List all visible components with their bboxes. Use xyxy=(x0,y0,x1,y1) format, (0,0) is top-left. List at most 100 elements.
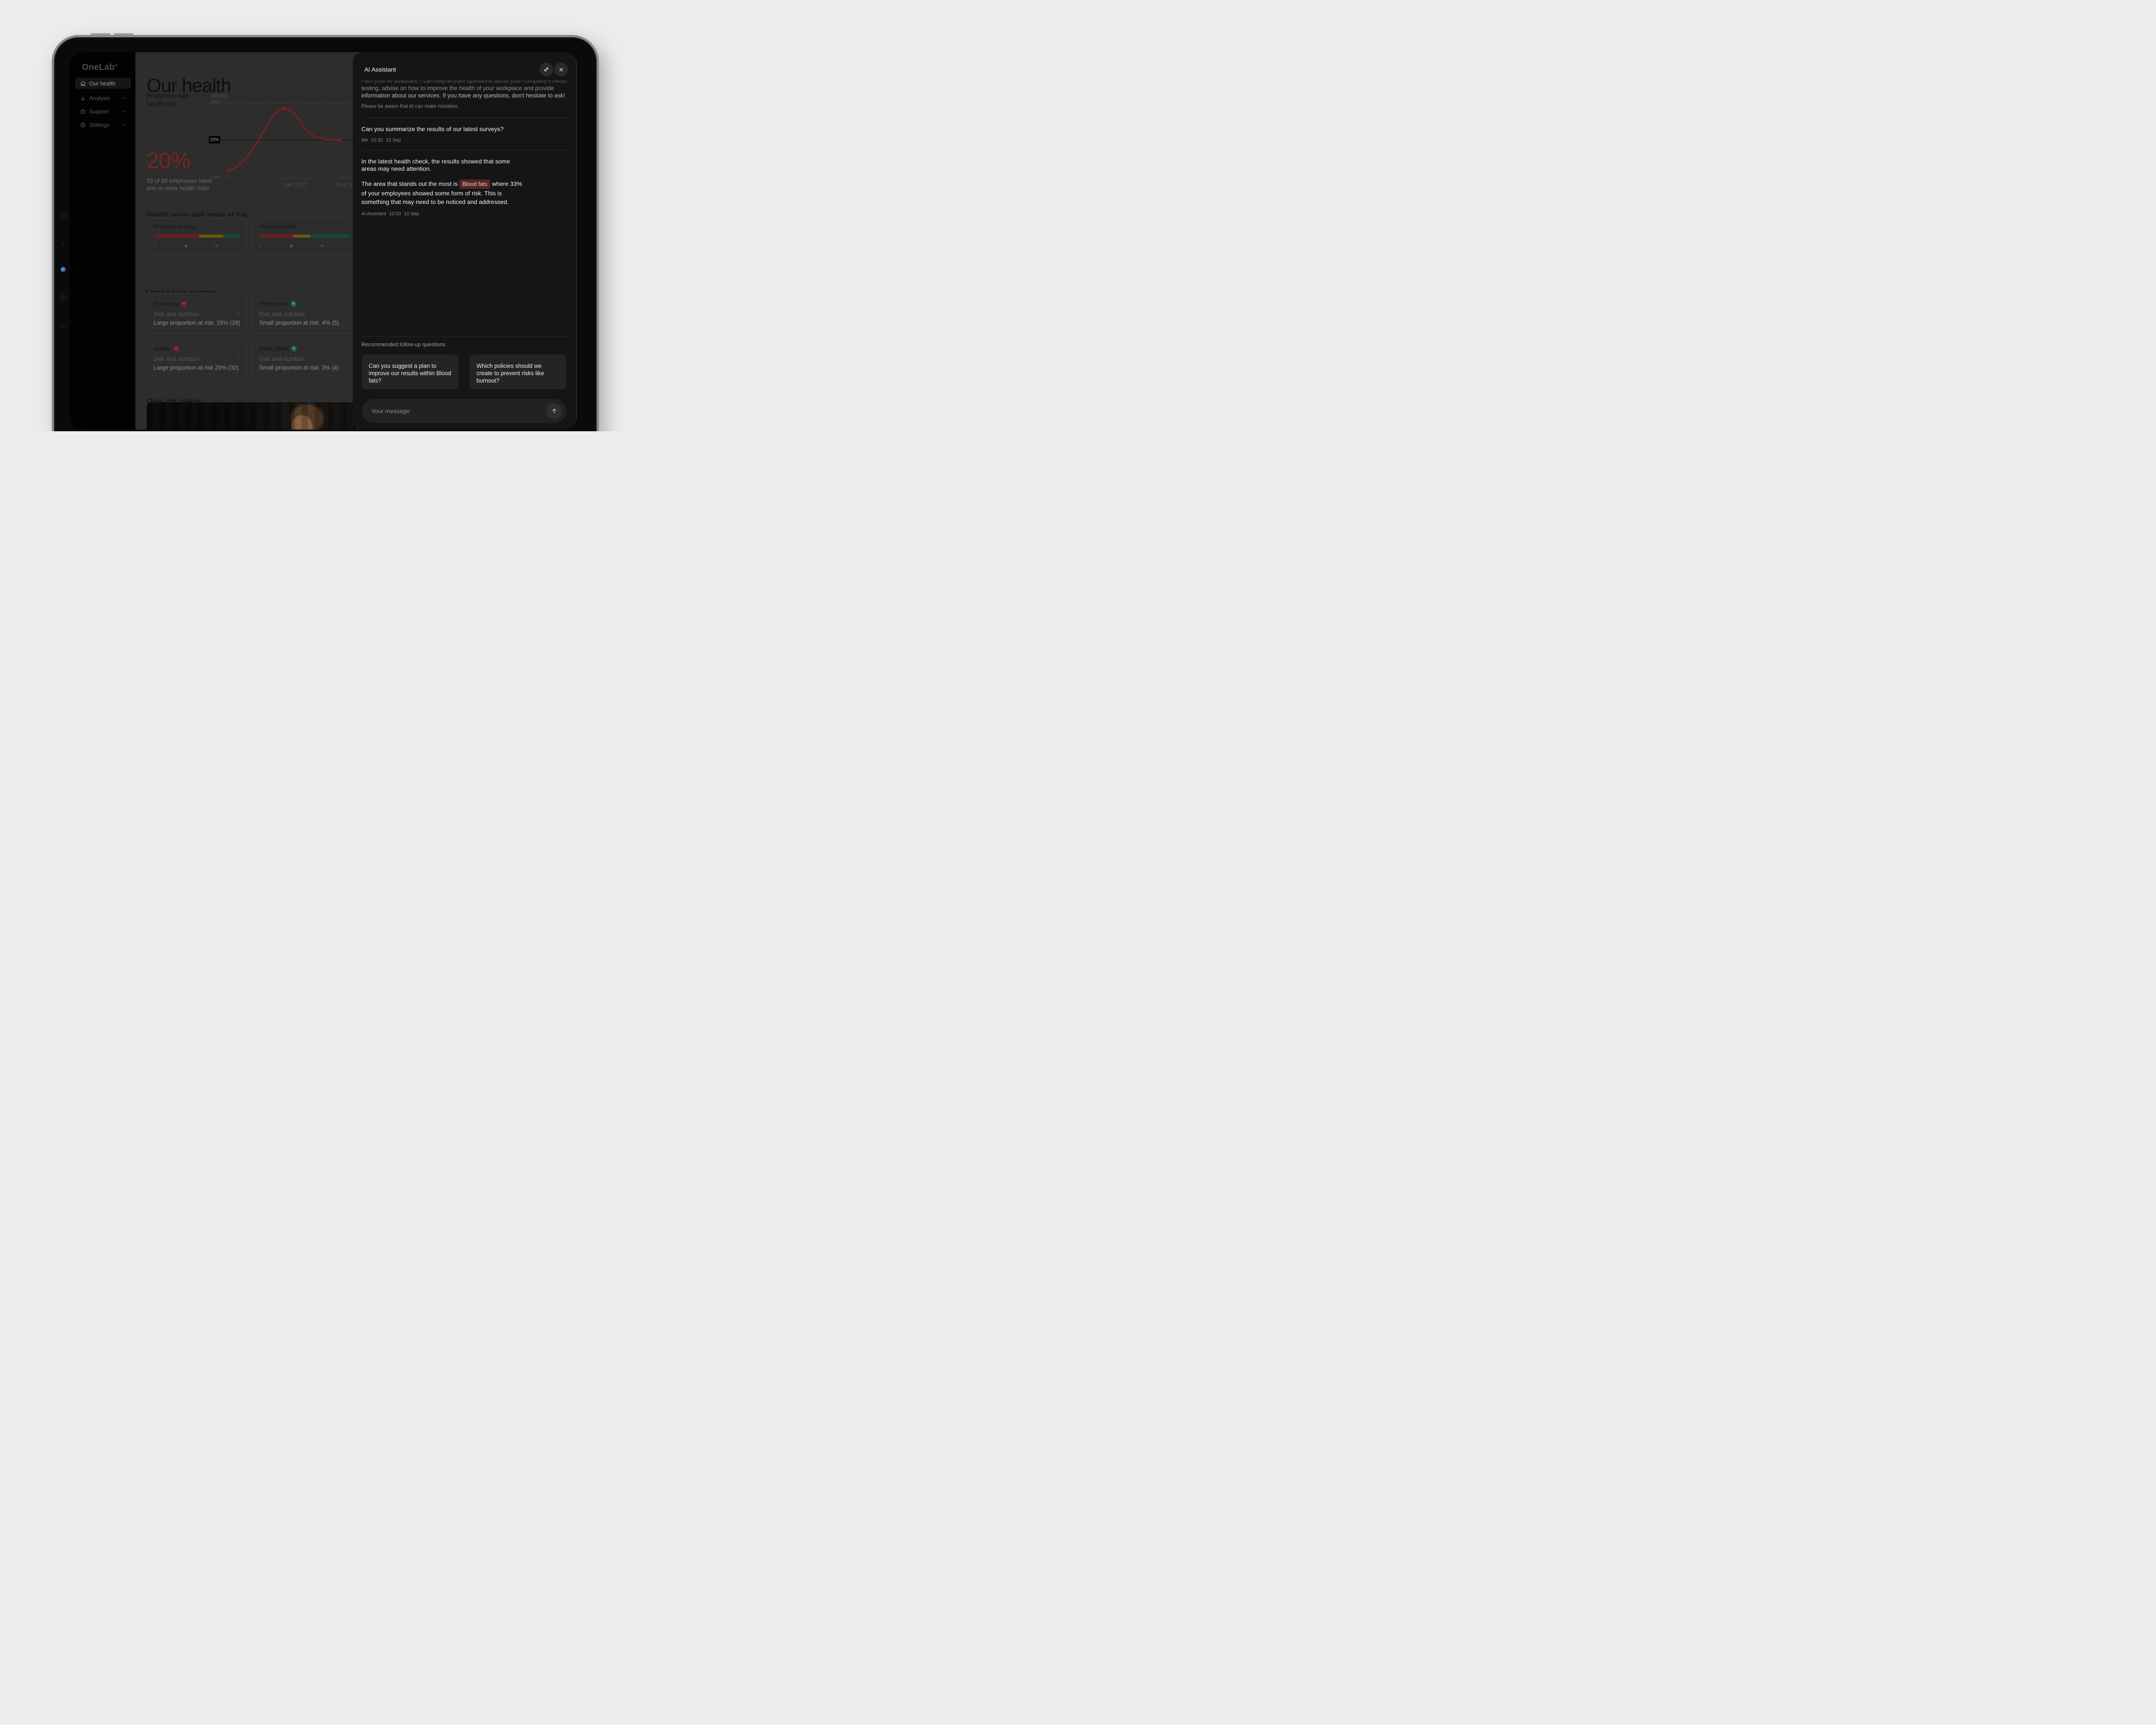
card-title: Mental Health xyxy=(259,223,297,230)
group-card-back-office[interactable]: Back office + Diet and nutrition Small pr… xyxy=(252,338,357,378)
sidebar-item-label: Settings xyxy=(89,121,110,128)
section-divider xyxy=(147,197,353,198)
y-tick-25: 25% xyxy=(210,100,220,105)
plus-badge-icon: + xyxy=(291,345,297,351)
chevron-right-icon xyxy=(237,223,240,227)
expand-button[interactable] xyxy=(539,63,553,76)
sidebar-item-label: Analysis xyxy=(89,94,110,101)
ai-disclaimer: Please be aware that AI can make mistake… xyxy=(361,104,459,109)
page-title: Our health xyxy=(147,75,231,97)
arrow-up-icon xyxy=(552,408,556,413)
followup-suggestion-2[interactable]: Which policies should we create to preve… xyxy=(470,354,566,389)
card-subtitle: Diet and nutrition xyxy=(259,355,305,362)
expand-icon xyxy=(544,67,548,72)
ai-assistant-title: AI Assistant xyxy=(364,66,396,73)
sidebar-item-analysis[interactable]: Analysis xyxy=(75,92,131,104)
card-risk-text: Large proportion at risk 20% (32) xyxy=(154,364,239,371)
main-content: Our health Proportion with health risk H… xyxy=(135,52,577,430)
health-area-card-physical-activity[interactable]: Physical activity 50% (33) 40% (24) 10% … xyxy=(147,217,247,256)
group-card-production[interactable]: Production + Diet and nutrition Small pro… xyxy=(252,293,357,333)
message-divider xyxy=(361,150,567,151)
chevron-right-icon xyxy=(348,223,351,227)
chevron-down-icon xyxy=(123,110,126,113)
close-icon xyxy=(559,67,563,72)
close-button[interactable] xyxy=(554,63,568,76)
followups-label: Recommended follow-up questions xyxy=(361,342,446,348)
sensor-icon xyxy=(59,294,67,302)
legend-dot-green xyxy=(321,245,324,247)
risk-section-label: Proportion with health risk xyxy=(147,92,190,108)
desktop-background: OneLab® Our health Analysis Support xyxy=(0,0,647,431)
chevron-right-icon xyxy=(348,311,351,315)
sidebar-item-our-health[interactable]: Our health xyxy=(75,78,131,89)
legend-dot-yellow xyxy=(290,245,293,247)
tablet-device: OneLab® Our health Analysis Support xyxy=(52,35,599,431)
plus-badge-icon: + xyxy=(290,301,296,307)
minus-badge-icon: − xyxy=(173,345,179,351)
group-card-economy[interactable]: Economy − Diet and nutrition Large propor… xyxy=(147,293,247,333)
chevron-down-icon xyxy=(123,97,126,99)
card-risk-text: Small proportion at risk: 3% (4) xyxy=(259,364,339,371)
card-title: Back office + xyxy=(259,345,297,352)
legend-dot-yellow xyxy=(184,245,187,247)
card-risk-text: Small proportion at risk: 4% (5) xyxy=(259,320,339,326)
risk-distribution-bar xyxy=(259,235,351,238)
minus-badge-icon: − xyxy=(181,301,187,307)
chevron-down-icon xyxy=(123,124,126,126)
y-tick-10: 10% xyxy=(211,175,221,180)
risk-distribution-bar xyxy=(154,235,240,238)
index-line-badge: 20% xyxy=(209,136,220,144)
sidebar: OneLab® Our health Analysis Support xyxy=(70,52,135,430)
risk-stat: 20% xyxy=(147,148,191,173)
message-meta: Me 10:32 12 Sep xyxy=(361,138,401,143)
assistant-message: In the latest health check, the results … xyxy=(361,158,567,216)
x-tick: Jan 2017 xyxy=(283,182,307,188)
chevron-right-icon xyxy=(237,311,240,315)
health-area-card-mental-health[interactable]: Mental Health 50% (33) 40% (24) 10% (8) xyxy=(252,217,357,256)
history-line-chart xyxy=(227,107,342,172)
health-areas-title: Health areas with many at risk xyxy=(147,210,248,219)
camera-lens-icon xyxy=(61,267,66,272)
gear-icon xyxy=(80,122,86,128)
camera-icon xyxy=(59,211,67,220)
history-chart-title: History xyxy=(210,92,228,99)
sidebar-item-support[interactable]: Support xyxy=(75,106,131,117)
card-title: Production + xyxy=(259,300,296,307)
legend-dot-red xyxy=(154,245,156,247)
ai-assistant-panel: AI Assistant I am your AI assistant. I c… xyxy=(353,52,576,430)
app-logo: OneLab® xyxy=(82,63,118,72)
legend-dot-green xyxy=(215,245,218,247)
card-subtitle: Diet and nutrition xyxy=(154,355,199,362)
card-title: Economy − xyxy=(154,300,187,307)
stakes-photo xyxy=(147,402,357,430)
chevron-right-icon xyxy=(348,356,351,360)
card-title: Physical activity xyxy=(154,223,196,230)
home-icon xyxy=(81,81,85,86)
first-aid-icon xyxy=(81,109,85,114)
message-meta: AI Assistant 10:33 12 Sep xyxy=(361,211,419,216)
send-button[interactable] xyxy=(546,403,562,419)
blood-fats-chip[interactable]: Blood fats xyxy=(459,179,491,189)
legend-dot-red xyxy=(259,245,262,247)
microphone-dot-icon xyxy=(62,242,65,245)
card-risk-text: Large proportion at risk: 15% (26) xyxy=(154,320,241,326)
risk-legend: 50% (33) 40% (24) 10% (8) xyxy=(259,242,344,248)
sidebar-item-label: Our health xyxy=(89,80,116,87)
sidebar-item-label: Support xyxy=(89,108,109,115)
sidebar-item-settings[interactable]: Settings xyxy=(75,119,131,130)
message-list[interactable]: I am your AI assistant. I can help answe… xyxy=(361,80,567,322)
card-subtitle: Diet and nutrition xyxy=(259,310,305,317)
group-card-admin[interactable]: Admin − Diet and nutrition Large proporti… xyxy=(147,338,247,378)
risk-legend: 50% (33) 40% (24) 10% (8) xyxy=(154,242,238,248)
followup-suggestion-1[interactable]: Can you suggest a plan to improve our re… xyxy=(362,354,458,389)
app-window: OneLab® Our health Analysis Support xyxy=(70,52,577,430)
message-input[interactable] xyxy=(362,399,566,423)
user-message: Can you summarize the results of our lat… xyxy=(361,125,567,143)
sensor-icon xyxy=(60,323,67,330)
card-title: Admin − xyxy=(154,345,179,352)
chevron-right-icon xyxy=(237,356,240,360)
bar-chart-icon xyxy=(81,96,85,100)
card-subtitle: Diet and nutrition xyxy=(154,310,199,317)
assistant-intro-message: I am your AI assistant. I can help answe… xyxy=(361,81,567,110)
risk-stat-caption: 33 of 88 employees have one or more heal… xyxy=(147,178,212,191)
